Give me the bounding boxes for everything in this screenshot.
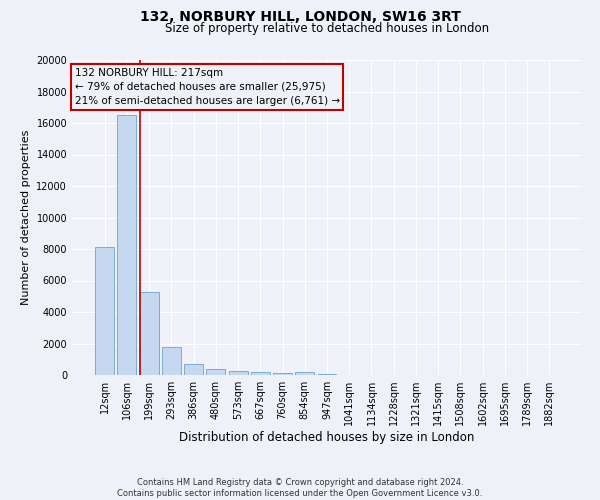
Bar	[184, 364, 203, 375]
Bar	[140, 292, 158, 375]
Bar	[229, 371, 248, 375]
Bar	[251, 372, 270, 375]
Text: 132 NORBURY HILL: 217sqm
← 79% of detached houses are smaller (25,975)
21% of se: 132 NORBURY HILL: 217sqm ← 79% of detach…	[74, 68, 340, 106]
Text: 132, NORBURY HILL, LONDON, SW16 3RT: 132, NORBURY HILL, LONDON, SW16 3RT	[140, 10, 460, 24]
Text: Contains HM Land Registry data © Crown copyright and database right 2024.
Contai: Contains HM Land Registry data © Crown c…	[118, 478, 482, 498]
Y-axis label: Number of detached properties: Number of detached properties	[21, 130, 31, 305]
Bar	[317, 374, 337, 375]
Bar	[162, 348, 181, 375]
Bar	[295, 372, 314, 375]
Bar	[206, 370, 225, 375]
Bar	[273, 372, 292, 375]
Bar	[95, 248, 114, 375]
Title: Size of property relative to detached houses in London: Size of property relative to detached ho…	[165, 22, 489, 35]
Bar	[118, 115, 136, 375]
X-axis label: Distribution of detached houses by size in London: Distribution of detached houses by size …	[179, 431, 475, 444]
